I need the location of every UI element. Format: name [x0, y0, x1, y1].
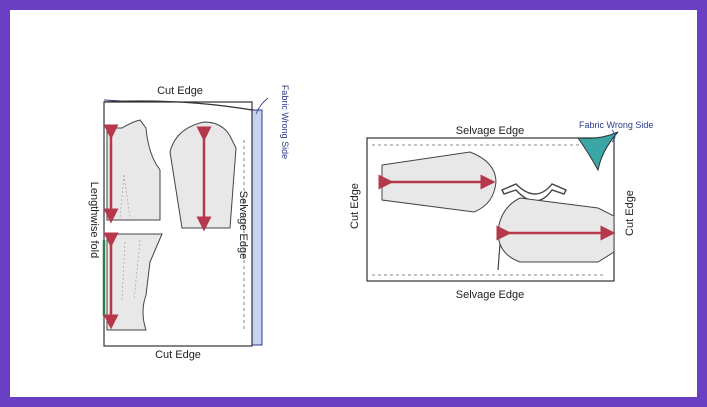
lengthwise-fold-label: Lengthwise fold — [88, 182, 100, 258]
cut-edge-top-label: Cut Edge — [157, 85, 203, 97]
fabric-wrong-side-curl — [576, 131, 619, 172]
selvage-edge-bottom-label: Selvage Edge — [456, 289, 525, 301]
fabric-wrong-side-label: Fabric Wrong Side — [280, 85, 290, 159]
neck-facing-piece — [501, 183, 567, 202]
bodice-front-piece — [106, 119, 161, 221]
selvage-edge-top-label: Selvage Edge — [456, 125, 525, 137]
pointer-line — [611, 129, 616, 143]
dart-line — [123, 174, 131, 219]
cut-edge-bottom-label: Cut Edge — [155, 349, 201, 361]
edge-line — [497, 243, 501, 271]
left-layout-diagram: Cut Edge Cut Edge Lengthwise fold Selvag… — [88, 85, 290, 361]
cut-edge-right-label: Cut Edge — [624, 190, 636, 236]
bodice-back-piece — [106, 233, 163, 331]
diagram-canvas: Cut Edge Cut Edge Lengthwise fold Selvag… — [10, 10, 697, 397]
fabric-wrong-side-label: Fabric Wrong Side — [579, 120, 653, 130]
layout-diagrams: Cut Edge Cut Edge Lengthwise fold Selvag… — [88, 85, 653, 361]
fabric-curl-top — [103, 100, 253, 111]
selvage-edge-label: Selvage Edge — [237, 191, 249, 260]
pointer-line — [255, 97, 269, 115]
cut-edge-left-label: Cut Edge — [349, 183, 361, 229]
sleeve-piece — [497, 197, 615, 263]
dart-line — [121, 241, 126, 301]
dart-line — [119, 174, 125, 219]
right-layout-diagram: Selvage Edge Selvage Edge Cut Edge Cut E… — [349, 120, 653, 301]
